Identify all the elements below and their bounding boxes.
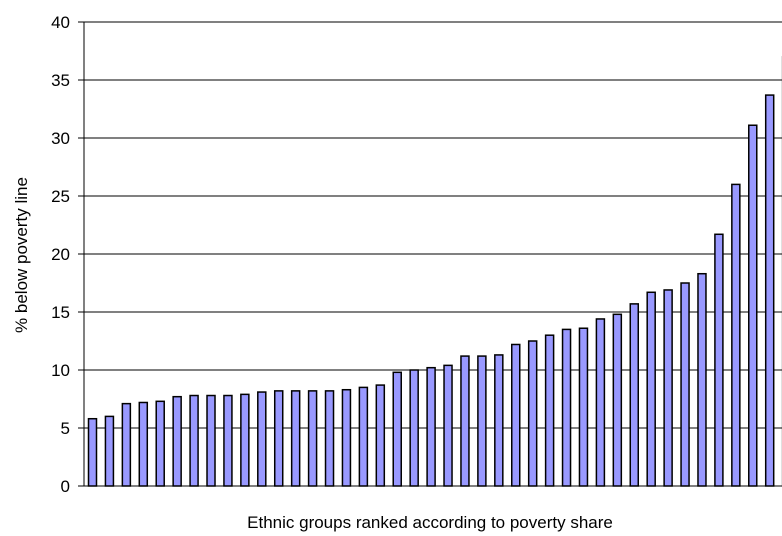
bar-13	[290, 390, 301, 487]
bar-24	[477, 355, 487, 487]
bars	[87, 56, 782, 487]
bar-30	[578, 327, 589, 487]
bar-12	[273, 390, 284, 487]
bar-6	[172, 395, 182, 487]
bar-37	[697, 272, 707, 487]
y-tick-label-35: 35	[51, 71, 70, 90]
y-axis-title: % below poverty line	[12, 177, 31, 333]
bar-35	[663, 289, 673, 487]
bar-9	[223, 394, 233, 487]
y-tick-label-10: 10	[51, 361, 70, 380]
bar-16	[341, 388, 352, 487]
gridlines	[84, 21, 782, 429]
bar-5	[155, 400, 165, 487]
y-tick-label-0: 0	[61, 477, 70, 496]
y-tick-label-30: 30	[51, 129, 70, 148]
y-tick-label-40: 40	[51, 13, 70, 32]
bar-31	[595, 318, 606, 487]
bar-15	[324, 390, 335, 487]
bar-14	[307, 390, 318, 487]
bar-41	[764, 94, 775, 487]
bar-26	[511, 343, 521, 487]
axes	[78, 21, 782, 487]
x-axis-title: Ethnic groups ranked according to povert…	[247, 513, 613, 532]
bar-23	[460, 355, 470, 487]
bar-40	[748, 124, 758, 487]
bar-21	[426, 366, 436, 487]
bar-18	[375, 384, 386, 487]
bar-20	[409, 369, 419, 487]
bar-27	[527, 340, 538, 487]
bar-39	[731, 183, 741, 487]
bar-34	[646, 291, 656, 487]
y-tick-label-15: 15	[51, 303, 70, 322]
y-tick-labels: 0 5 10 15 20 25 30 35 40	[51, 13, 70, 496]
bar-28	[544, 334, 555, 487]
bar-38	[714, 233, 724, 487]
bar-33	[629, 303, 640, 487]
bar-7	[189, 394, 199, 487]
bar-19	[392, 371, 402, 487]
y-tick-label-25: 25	[51, 187, 70, 206]
bar-17	[358, 386, 369, 487]
bar-1	[87, 417, 98, 487]
bar-22	[443, 364, 453, 487]
bar-32	[612, 313, 623, 487]
bar-25	[494, 354, 504, 487]
y-tick-label-20: 20	[51, 245, 70, 264]
bar-4	[138, 401, 149, 487]
y-tick-label-5: 5	[61, 419, 70, 438]
bar-29	[561, 328, 572, 487]
bar-8	[206, 394, 216, 487]
bar-2	[104, 415, 115, 487]
bar-36	[680, 282, 690, 487]
bar-10	[240, 393, 250, 487]
bar-3	[121, 402, 132, 487]
bar-11	[257, 391, 267, 487]
